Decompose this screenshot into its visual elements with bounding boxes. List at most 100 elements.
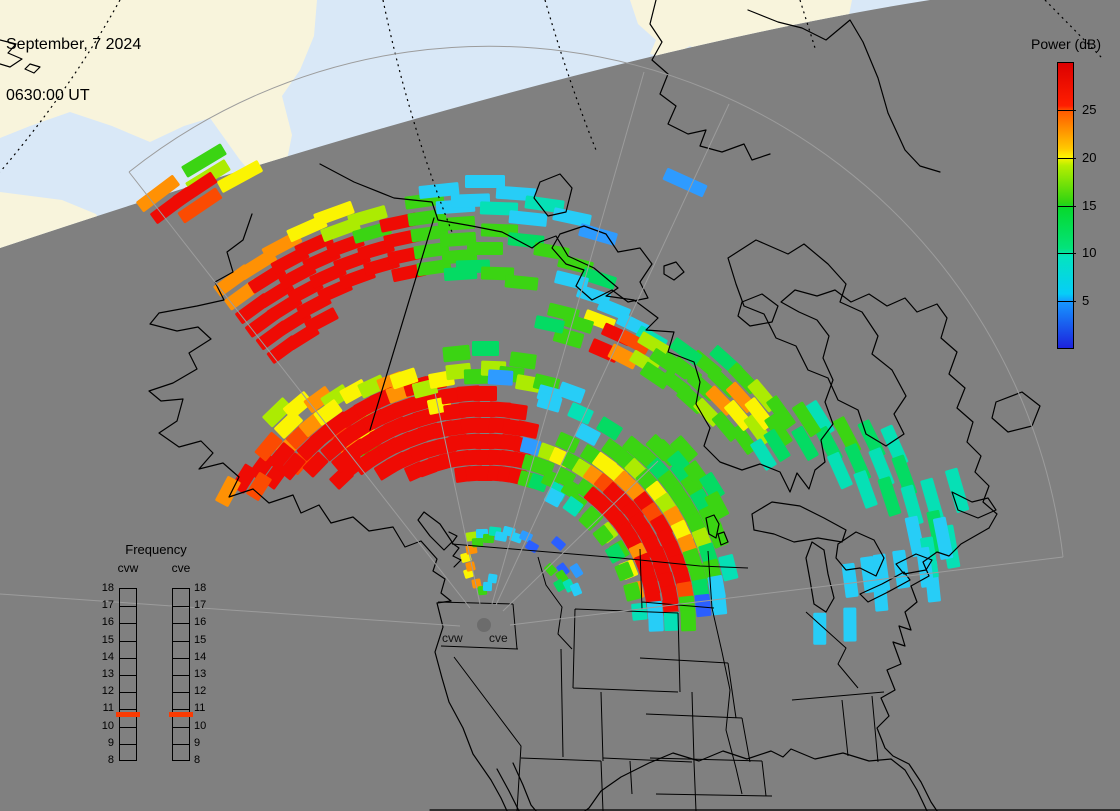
frequency-tick-label: 14 — [101, 650, 114, 663]
frequency-tick-label: 15 — [194, 633, 207, 646]
frequency-cell-line — [173, 640, 189, 642]
frequency-tick-label: 10 — [101, 719, 114, 732]
frequency-cell-line — [120, 692, 136, 694]
frequency-cell-line — [120, 675, 136, 676]
frequency-cell-line — [173, 726, 189, 728]
frequency-tick-label: 11 — [194, 702, 206, 715]
puget-sound — [448, 531, 462, 568]
frequency-tick-label: 15 — [101, 633, 114, 646]
southampton-island — [737, 293, 779, 327]
frequency-tick-label: 12 — [194, 685, 207, 698]
frequency-tick-label: 17 — [101, 599, 114, 612]
baffin-island — [727, 239, 907, 447]
frequency-cell-line — [173, 657, 189, 659]
frequency-marker — [169, 711, 193, 717]
map-label-cve: cve — [489, 631, 508, 645]
frequency-tick-label: 9 — [107, 736, 114, 749]
frequency-cell-line — [173, 675, 189, 676]
radar-fov-layer — [0, 45, 1064, 627]
echo-tile — [473, 385, 497, 401]
frequency-tick-label: 14 — [194, 650, 207, 663]
ellesmere-devon-coast — [649, 0, 771, 161]
frequency-box-cvw — [119, 588, 137, 761]
nova-scotia — [951, 491, 997, 519]
frequency-legend-title: Frequency — [125, 542, 187, 557]
colorbar-tick-label: 10 — [1082, 245, 1097, 261]
daylight-landmasses — [0, 0, 852, 248]
atlantic-coast — [876, 527, 990, 811]
timestamp-block: September, 7 2024 0630:00 UT — [6, 2, 141, 138]
vancouver-island — [417, 511, 453, 551]
echo-tile — [464, 174, 506, 188]
king-william-island — [663, 261, 685, 281]
echo-tile — [467, 241, 503, 255]
time-text: 0630:00 UT — [6, 87, 90, 104]
colorbar-divider — [1057, 301, 1076, 303]
frequency-box-cve — [172, 588, 190, 761]
frequency-tick-label: 9 — [194, 736, 201, 749]
colorbar-divider — [1057, 109, 1076, 111]
frequency-tick-label: 12 — [101, 685, 114, 698]
newfoundland — [991, 391, 1041, 433]
colorbar-tick-label: 15 — [1082, 197, 1097, 213]
baja-coast — [496, 762, 537, 811]
colorbar-tick-label: 25 — [1082, 101, 1097, 117]
frequency-tick-label: 18 — [101, 582, 114, 594]
colorbar-tick-label: 20 — [1082, 149, 1097, 165]
colorbar-divider — [1057, 157, 1076, 159]
date-text: September, 7 2024 — [6, 36, 142, 53]
victoria-island — [551, 225, 653, 303]
lake-michigan — [805, 541, 835, 613]
colorbar-divider — [1057, 253, 1076, 255]
frequency-cell-line — [120, 657, 136, 659]
colorbar-tick-label: 5 — [1082, 293, 1090, 309]
power-legend-title: Power (dB) — [1030, 36, 1102, 52]
frequency-tick-label: 13 — [194, 668, 207, 680]
lake-ontario — [895, 553, 933, 575]
state-borders-layer — [437, 543, 885, 811]
frequency-cell-line — [120, 726, 136, 728]
frequency-cell-line — [173, 623, 189, 625]
frequency-tick-label: 16 — [101, 616, 114, 629]
frequency-cell-line — [120, 743, 136, 745]
radar-site-dot — [477, 618, 491, 632]
frequency-cell-line — [120, 640, 136, 642]
frequency-cell-line — [120, 606, 136, 608]
chukotka-coast — [0, 39, 41, 74]
colorbar-divider — [1057, 205, 1076, 207]
frequency-column-cvw: cvw — [117, 561, 139, 575]
frequency-tick-label: 8 — [107, 754, 114, 766]
arctic-coast-hudson-bay — [319, 163, 998, 529]
manitoba-lakes — [705, 514, 729, 546]
frequency-column-cve: cve — [171, 561, 191, 575]
geomagnetic-grid-layer — [0, 0, 1103, 233]
frequency-tick-label: 13 — [101, 668, 114, 680]
frequency-tick-label: 16 — [194, 616, 207, 629]
frequency-cell-line — [173, 709, 189, 711]
yukon-border — [369, 217, 435, 431]
greenland-west-coast — [747, 9, 941, 173]
frequency-marker — [116, 711, 140, 717]
frequency-tick-label: 17 — [194, 599, 207, 612]
lake-erie — [859, 571, 911, 603]
frequency-cell-line — [173, 606, 189, 608]
frequency-cell-line — [173, 692, 189, 694]
frequency-tick-label: 10 — [194, 719, 207, 732]
banks-island — [533, 173, 573, 217]
frequency-tick-label: 18 — [194, 582, 207, 594]
map-label-cvw: cvw — [442, 631, 463, 645]
frequency-cell-line — [173, 743, 189, 745]
frequency-cell-line — [120, 709, 136, 711]
frequency-tick-label: 8 — [194, 754, 201, 766]
gulf-coast — [584, 748, 928, 811]
frequency-tick-label: 11 — [102, 702, 114, 715]
alaska-west-coast — [148, 213, 452, 602]
lake-huron — [835, 531, 885, 577]
echo-tile — [471, 340, 499, 356]
pacific-coast — [434, 600, 508, 811]
frequency-cell-line — [120, 623, 136, 625]
